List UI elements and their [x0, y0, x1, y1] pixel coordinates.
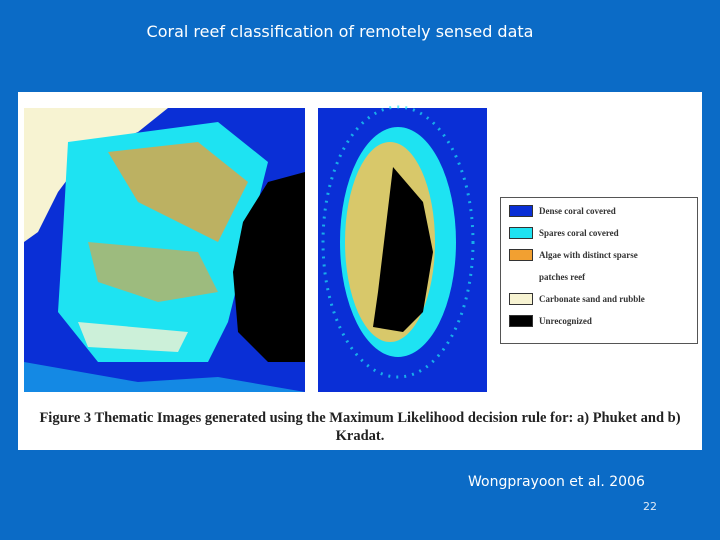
legend-item: patches reef: [509, 270, 585, 284]
caption-line: Kradat.: [335, 428, 385, 444]
legend-label: Spares coral covered: [539, 228, 619, 238]
legend-swatch: [509, 293, 533, 305]
kradat-map: [318, 105, 487, 392]
caption-line: Figure 3 Thematic Images generated using…: [39, 410, 681, 426]
legend-label: Algae with distinct sparse: [539, 250, 638, 260]
slide-title: Coral reef classification of remotely se…: [146, 22, 534, 41]
legend-item: Algae with distinct sparse: [509, 248, 638, 262]
legend-label: Unrecognized: [539, 316, 592, 326]
page-number: 22: [643, 500, 657, 513]
legend-label: Carbonate sand and rubble: [539, 294, 645, 304]
legend-item: Carbonate sand and rubble: [509, 292, 645, 306]
legend-label: Dense coral covered: [539, 206, 616, 216]
thematic-maps: [24, 105, 487, 392]
legend-swatch: [509, 249, 533, 261]
legend-label: patches reef: [539, 272, 586, 282]
citation: Wongprayoon et al. 2006: [468, 474, 645, 490]
phuket-map: [24, 108, 305, 392]
figure-caption: Figure 3 Thematic Images generated using…: [18, 409, 702, 445]
legend-swatch: [509, 205, 533, 217]
legend-item: Spares coral covered: [509, 226, 619, 240]
legend: Dense coral covered Spares coral covered A…: [500, 197, 698, 344]
legend-swatch: [509, 315, 533, 327]
legend-item: Unrecognized: [509, 314, 592, 328]
figure-panel: Dense coral covered Spares coral covered A…: [18, 92, 702, 450]
legend-swatch: [509, 227, 533, 239]
legend-item: Dense coral covered: [509, 204, 616, 218]
